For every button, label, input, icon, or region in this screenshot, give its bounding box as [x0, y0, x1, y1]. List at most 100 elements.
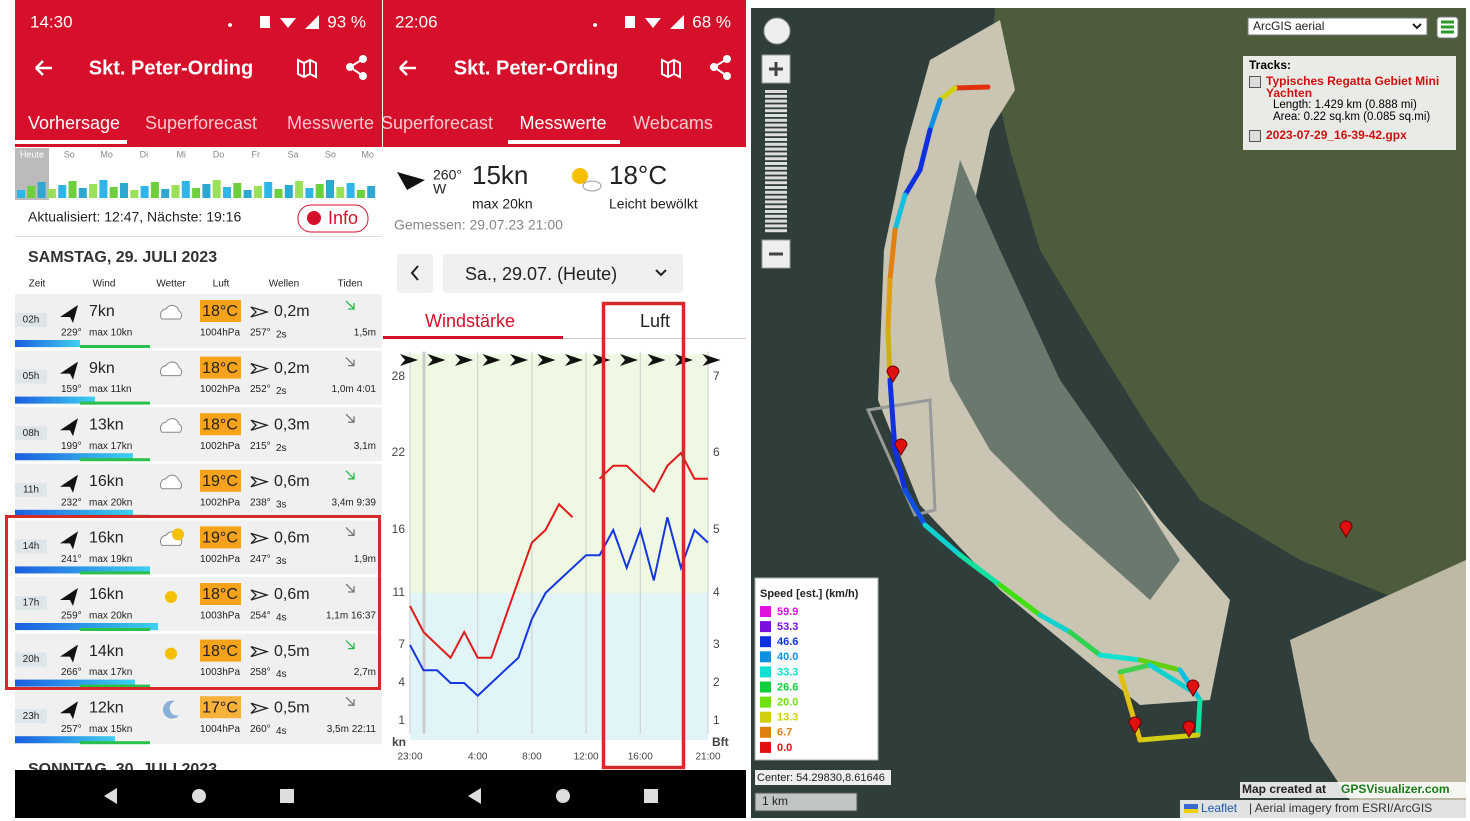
wind-arrow [60, 418, 78, 437]
wave-height: 0,2m [274, 360, 310, 377]
track-name[interactable]: Typisches Regatta Gebiet Mini Yachten [1249, 75, 1450, 99]
wind-gust: max 20kn [89, 611, 132, 622]
day-tab[interactable]: Di [140, 149, 149, 159]
sun-icon [165, 647, 177, 660]
zoom-tick [765, 147, 787, 151]
status-icons [593, 15, 684, 29]
tab[interactable]: Messwerte [519, 113, 606, 133]
share-icon[interactable] [710, 55, 731, 80]
y2-tick-label: 5 [713, 522, 720, 536]
zoom-tick [765, 90, 787, 93]
credit: Map created at [1242, 782, 1326, 796]
row-bg [15, 350, 382, 405]
map-icon[interactable] [661, 58, 681, 79]
day-tab[interactable]: Mo [100, 149, 113, 159]
temp-badge [200, 413, 241, 436]
legend-label: 53.3 [777, 621, 798, 633]
track-segment [1195, 697, 1203, 738]
layer-select[interactable] [1247, 17, 1428, 36]
track-name[interactable]: 2023-07-29_16-39-42.gpx [1249, 129, 1450, 142]
attribution-link[interactable]: Leaflet [1201, 801, 1238, 815]
cloud-icon [159, 361, 183, 377]
chart-tab[interactable]: Luft [640, 311, 670, 331]
column-header: Tiden [338, 279, 363, 290]
tab[interactable]: Webcams [633, 113, 713, 133]
direction-name: W [433, 181, 447, 197]
share-icon[interactable] [346, 55, 367, 80]
marker[interactable] [1182, 720, 1196, 738]
wind-bar [15, 623, 158, 630]
zoom-tick [765, 133, 787, 137]
column-header: Zeit [29, 279, 46, 290]
time-box [15, 482, 47, 497]
chart-tab[interactable]: Windstärke [425, 311, 515, 331]
day-tab[interactable]: Mi [176, 149, 186, 159]
day-tab[interactable]: Mo [361, 149, 374, 159]
tide-icon [345, 357, 355, 367]
sun-icon [165, 591, 177, 603]
marker[interactable] [894, 438, 908, 456]
wind-speed: 12kn [89, 699, 124, 716]
prev-day-button[interactable] [397, 254, 433, 293]
day-tab[interactable]: Sa [288, 149, 299, 159]
tab[interactable]: Superforecast [145, 113, 257, 133]
day-tab[interactable]: Fr [252, 149, 261, 159]
y-tick-label: 1 [398, 713, 405, 727]
zoom-tick [765, 186, 787, 189]
day-heading: SAMSTAG, 29. JULI 2023 [28, 249, 217, 266]
x-tick-label: 16:00 [628, 752, 653, 763]
wave-height: 0,6m [274, 530, 310, 547]
temperature: 19°C [202, 473, 238, 490]
wave-height: 0,3m [274, 416, 310, 433]
back-icon[interactable] [399, 60, 416, 76]
date-dropdown[interactable] [443, 254, 683, 293]
day-tab[interactable]: So [325, 149, 336, 159]
column-header: Wind [93, 279, 116, 290]
legend-swatch [760, 621, 771, 633]
layer-select-label[interactable]: ArcGIS aerial [1253, 19, 1324, 33]
tab[interactable]: Vorhersage [28, 113, 120, 133]
marker[interactable] [886, 365, 900, 383]
time-box [15, 709, 47, 724]
wind-bar [15, 340, 80, 347]
info-icon [307, 211, 321, 225]
status-battery: 68 % [692, 12, 731, 31]
row-time: 05h [23, 371, 40, 382]
legend-label: 0.0 [777, 742, 792, 754]
row-time: 20h [23, 654, 40, 665]
y2-tick-label: 2 [713, 675, 720, 689]
day-strip-bar [202, 184, 211, 198]
zoom-slider[interactable] [765, 90, 787, 233]
zoom-tick [765, 176, 787, 180]
tab[interactable]: Superforecast [381, 113, 493, 133]
wind-speed: 16kn [89, 586, 124, 603]
tide: 1,5m [354, 328, 376, 339]
nav-buttons[interactable] [104, 788, 658, 804]
pan-control[interactable] [763, 17, 791, 45]
day-strip-bar [212, 180, 221, 198]
zoom-tick [765, 123, 787, 127]
row-bg [15, 520, 382, 575]
credit-link[interactable]: GPSVisualizer.com [1341, 782, 1450, 796]
wave-arrow [250, 532, 270, 545]
wind-arrow [60, 644, 78, 663]
wind-speed: 16kn [89, 530, 124, 547]
legend-label: 33.3 [777, 666, 798, 678]
tab[interactable]: Messwerte [287, 113, 374, 133]
day-tab[interactable]: So [64, 149, 75, 159]
direction-arrow [427, 354, 446, 366]
marker[interactable] [1186, 679, 1200, 697]
wind-gust: max 20kn [89, 497, 132, 508]
zoom-tick [765, 114, 787, 117]
temperature: 18°C [609, 160, 667, 190]
back-icon[interactable] [35, 60, 52, 76]
day-tab[interactable]: Do [213, 149, 225, 159]
direction-arrow [537, 354, 556, 366]
wind-direction: 159° [61, 384, 82, 395]
marker[interactable] [1128, 716, 1142, 734]
day-tab[interactable]: Heute [20, 149, 44, 159]
map-icon[interactable] [297, 58, 317, 79]
cloud-icon [159, 304, 183, 320]
marker[interactable] [1339, 520, 1353, 538]
day-strip-bar [274, 189, 283, 198]
